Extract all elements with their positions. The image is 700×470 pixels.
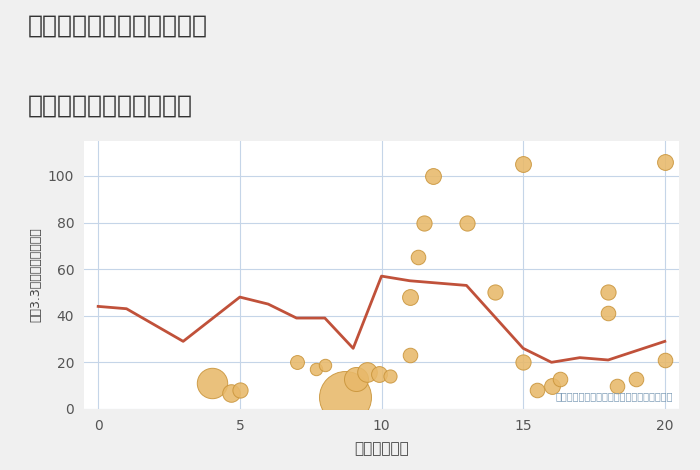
- Point: [517, 161, 528, 168]
- Point: [631, 375, 642, 383]
- Point: [404, 352, 415, 359]
- Point: [461, 219, 472, 226]
- Point: [532, 386, 543, 394]
- Point: [603, 310, 614, 317]
- Point: [225, 389, 237, 396]
- Text: 駅距離別中古戸建て価格: 駅距離別中古戸建て価格: [28, 94, 193, 118]
- Point: [554, 375, 566, 383]
- Point: [234, 386, 246, 394]
- Point: [546, 382, 557, 389]
- Point: [373, 370, 384, 378]
- Point: [206, 379, 217, 387]
- Point: [659, 158, 671, 166]
- Y-axis label: 坪（3.3㎡）単価（万円）: 坪（3.3㎡）単価（万円）: [29, 227, 42, 322]
- Point: [611, 382, 622, 389]
- Point: [413, 254, 424, 261]
- X-axis label: 駅距離（分）: 駅距離（分）: [354, 441, 409, 456]
- Point: [419, 219, 430, 226]
- Point: [291, 359, 302, 366]
- Point: [384, 373, 395, 380]
- Text: 円の大きさは、取引のあった物件面積を示す: 円の大きさは、取引のあった物件面積を示す: [556, 391, 673, 401]
- Point: [351, 375, 362, 383]
- Text: 三重県度会郡玉城町坂本の: 三重県度会郡玉城町坂本の: [28, 14, 208, 38]
- Point: [311, 366, 322, 373]
- Point: [489, 289, 500, 296]
- Point: [319, 361, 330, 368]
- Point: [362, 368, 373, 376]
- Point: [603, 289, 614, 296]
- Point: [517, 359, 528, 366]
- Point: [339, 393, 350, 401]
- Point: [404, 293, 415, 301]
- Point: [427, 172, 438, 180]
- Point: [659, 356, 671, 364]
